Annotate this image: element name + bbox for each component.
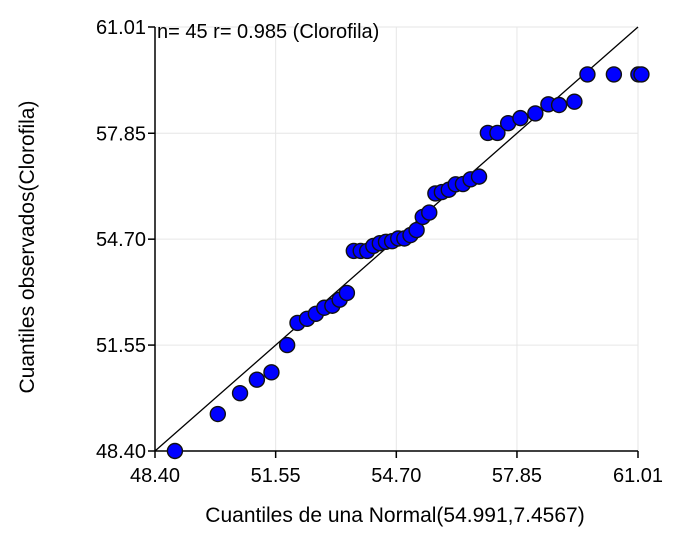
data-point (263, 364, 280, 381)
x-tick-label: 61.01 (613, 465, 663, 487)
x-tick-label: 48.40 (130, 465, 180, 487)
chart-annotation: n= 45 r= 0.985 (Clorofila) (157, 21, 379, 43)
y-axis-title: Cuantiles observados(Clorofila) (16, 101, 39, 394)
y-tick-label: 61.01 (96, 17, 146, 39)
x-tick-label: 54.70 (371, 465, 421, 487)
data-point (408, 221, 425, 239)
y-tick-label: 57.85 (96, 123, 146, 145)
ticks: 48.40 51.55 54.70 57.85 61.01 48.40 51.55 54.70… (96, 17, 663, 487)
data-point (579, 66, 596, 83)
data-point (566, 93, 583, 110)
data-point (527, 105, 544, 122)
data-point (550, 96, 568, 114)
data-point (633, 66, 650, 83)
x-axis-title: Cuantiles de una Normal(54.991,7.4567) (205, 504, 584, 527)
data-point (470, 168, 488, 185)
data-point (512, 109, 529, 127)
y-tick-label: 48.40 (96, 441, 146, 463)
x-tick-label: 57.85 (492, 465, 542, 487)
data-point (278, 336, 296, 354)
y-tick-label: 51.55 (96, 335, 146, 357)
data-point (605, 66, 623, 83)
data-point (489, 124, 506, 142)
data-point (231, 384, 249, 402)
x-tick-label: 51.55 (251, 465, 301, 487)
data-point (338, 284, 356, 302)
data-point (248, 371, 266, 388)
data-points (166, 66, 650, 460)
y-tick-label: 54.70 (96, 229, 146, 251)
data-point (166, 442, 184, 460)
data-point (421, 204, 438, 221)
data-point (209, 405, 227, 423)
